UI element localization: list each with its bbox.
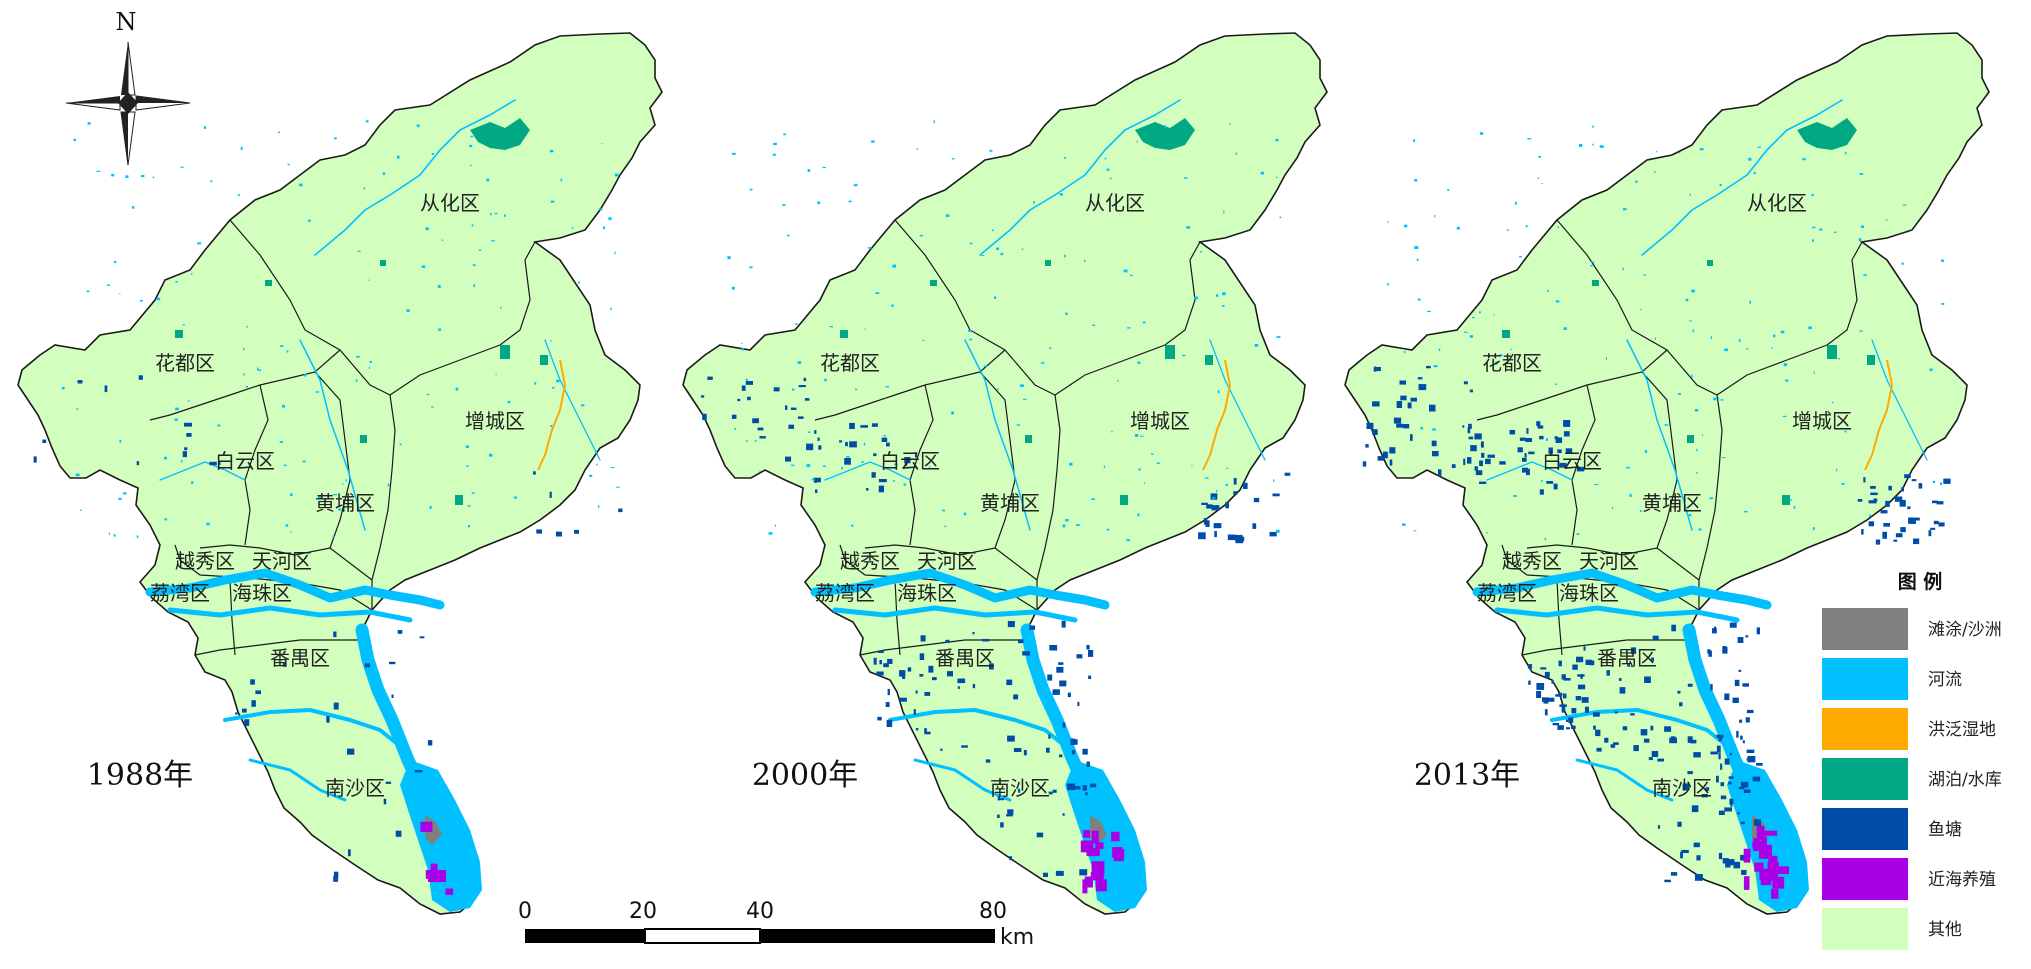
legend-swatch [1822,908,1908,950]
year-label: 2013年 [1414,758,1520,793]
fishpond-patches [1362,365,1951,883]
aquaculture-patches [420,821,453,895]
legend-swatch [1822,858,1908,900]
district-label: 越秀区 [840,549,900,573]
district-label: 白云区 [215,449,275,473]
legend-swatch [1822,758,1908,800]
district-label: 增城区 [1792,409,1852,433]
legend-swatch [1822,608,1908,650]
district-label: 从化区 [1747,191,1807,215]
small-water-bodies [61,120,620,539]
north-label: N [116,8,137,36]
district-label: 花都区 [155,351,215,375]
scale-tick: 40 [746,899,774,924]
district-label: 增城区 [1130,409,1190,433]
district-label: 番禺区 [935,646,995,670]
district-label: 黄埔区 [315,491,375,515]
district-label: 天河区 [252,549,312,573]
district-label: 天河区 [1579,549,1639,573]
legend-label: 鱼塘 [1928,820,1962,840]
district-label: 天河区 [917,549,977,573]
legend-title: 图 例 [1898,570,1943,593]
legend-label: 河流 [1928,670,1962,690]
district-label: 花都区 [820,351,880,375]
aquaculture-patches [1080,830,1125,894]
legend-label: 湖泊/水库 [1928,770,2002,790]
year-label: 1988年 [87,758,193,793]
district-label: 白云区 [880,449,940,473]
aquaculture-patches [1743,825,1789,899]
district-label: 南沙区 [325,776,385,800]
legend-swatch [1822,708,1908,750]
district-label: 海珠区 [897,581,957,605]
district-label: 增城区 [465,409,525,433]
district-label: 海珠区 [232,581,292,605]
fishpond-patches [33,375,623,882]
district-label: 花都区 [1482,351,1542,375]
district-label: 海珠区 [1559,581,1619,605]
district-label: 越秀区 [175,549,235,573]
district-label: 白云区 [1542,449,1602,473]
scale-tick: 20 [629,899,657,924]
scale-tick: 0 [518,899,532,924]
year-label: 2000年 [752,758,858,793]
district-label: 黄埔区 [980,491,1040,515]
district-label: 从化区 [420,191,480,215]
district-label: 南沙区 [990,776,1050,800]
district-label: 黄埔区 [1642,491,1702,515]
scale-bar: 0 20 40 80 km [518,899,1034,950]
scale-unit: km [1000,925,1034,950]
district-label: 荔湾区 [1477,581,1537,605]
small-water-bodies [727,120,1282,542]
legend-swatch [1822,808,1908,850]
district-label: 越秀区 [1502,549,1562,573]
fishpond-patches [700,376,1291,877]
district-label: 从化区 [1085,191,1145,215]
legend-label: 滩涂/沙洲 [1928,620,2002,640]
legend-label: 洪泛湿地 [1928,720,1996,740]
legend-label: 其他 [1928,920,1962,940]
north-arrow-icon: N [65,8,191,166]
district-label: 番禺区 [270,646,330,670]
district-label: 番禺区 [1597,646,1657,670]
legend-label: 近海养殖 [1928,870,1996,890]
scale-tick: 80 [979,899,1007,924]
district-label: 南沙区 [1652,776,1712,800]
district-label: 荔湾区 [815,581,875,605]
legend-swatch [1822,658,1908,700]
small-water-bodies [1387,125,1945,541]
district-label: 荔湾区 [150,581,210,605]
